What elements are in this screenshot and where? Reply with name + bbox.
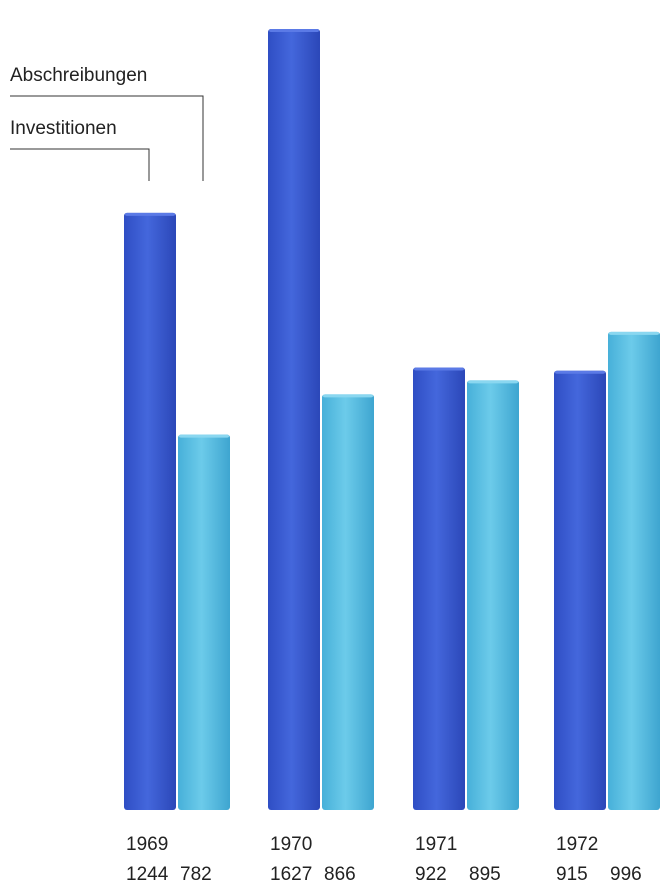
bar-cap-abschreibungen-1971 [468, 380, 518, 384]
value-label-abschreibungen-1972: 996 [610, 864, 642, 885]
year-label-1972: 1972 [556, 834, 598, 855]
legend-label-investitionen: Investitionen [10, 118, 117, 139]
bar-abschreibungen-1970 [322, 394, 374, 810]
bar-cap-abschreibungen-1970 [323, 394, 373, 398]
value-label-investitionen-1969: 1244 [126, 864, 169, 885]
legend-leader-investitionen [10, 148, 150, 181]
legend: Abschreibungen Investitionen [10, 65, 204, 181]
value-label-investitionen-1972: 915 [556, 864, 588, 885]
bar-abschreibungen-1969 [178, 434, 230, 810]
value-label-abschreibungen-1971: 895 [469, 864, 501, 885]
bar-cap-investitionen-1970 [269, 29, 319, 33]
bar-cap-investitionen-1971 [414, 367, 464, 371]
bar-abschreibungen-1971 [467, 380, 519, 810]
bar-investitionen-1970 [268, 29, 320, 811]
value-label-investitionen-1971: 922 [415, 864, 447, 885]
bar-cap-investitionen-1972 [555, 370, 605, 374]
value-label-abschreibungen-1970: 866 [324, 864, 356, 885]
bar-cap-investitionen-1969 [125, 212, 175, 216]
bar-abschreibungen-1972 [608, 331, 660, 810]
bar-cap-abschreibungen-1969 [179, 434, 229, 438]
bar-investitionen-1969 [124, 212, 176, 810]
bar-investitionen-1972 [554, 370, 606, 810]
year-label-1970: 1970 [270, 834, 312, 855]
category-labels: 1244 782 1969 1627 866 1970 922 895 1971 915 996 19… [126, 834, 642, 885]
bar-investitionen-1971 [413, 367, 465, 810]
legend-leader-abschreibungen [10, 95, 204, 181]
value-label-investitionen-1970: 1627 [270, 864, 312, 885]
year-label-1971: 1971 [415, 834, 457, 855]
value-label-abschreibungen-1969: 782 [180, 864, 212, 885]
year-label-1969: 1969 [126, 834, 168, 855]
bars [124, 29, 660, 811]
bar-cap-abschreibungen-1972 [609, 331, 659, 335]
legend-label-abschreibungen: Abschreibungen [10, 65, 147, 86]
